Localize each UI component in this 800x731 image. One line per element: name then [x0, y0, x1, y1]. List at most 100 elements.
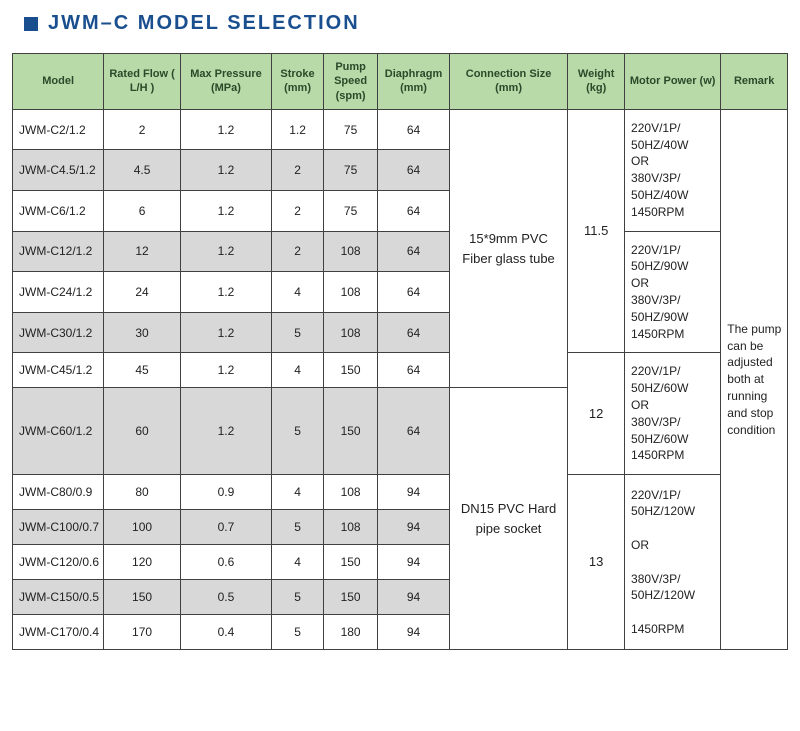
col-flow: Rated Flow ( L/H )	[104, 54, 181, 110]
cell-model: JWM-C100/0.7	[13, 510, 104, 545]
table-row: JWM-C80/0.9800.941089413220V/1P/50HZ/120…	[13, 475, 788, 510]
cell-speed: 150	[323, 545, 377, 580]
cell-pressure: 1.2	[180, 150, 271, 191]
cell-diaphragm: 94	[378, 615, 450, 650]
cell-stroke: 4	[272, 545, 324, 580]
cell-stroke: 5	[272, 388, 324, 475]
cell-pressure: 1.2	[180, 388, 271, 475]
col-remark: Remark	[721, 54, 788, 110]
cell-stroke: 2	[272, 231, 324, 272]
cell-pressure: 0.6	[180, 545, 271, 580]
table-row: JWM-C45/1.2451.241506412220V/1P/50HZ/60W…	[13, 353, 788, 388]
page-title-row: JWM–C MODEL SELECTION	[24, 12, 788, 35]
cell-flow: 30	[104, 312, 181, 353]
table-row: JWM-C2/1.221.21.2756415*9mm PVC Fiber gl…	[13, 109, 788, 150]
cell-speed: 150	[323, 353, 377, 388]
cell-pressure: 0.4	[180, 615, 271, 650]
col-weight: Weight (kg)	[568, 54, 625, 110]
cell-flow: 80	[104, 475, 181, 510]
cell-pressure: 1.2	[180, 312, 271, 353]
cell-flow: 2	[104, 109, 181, 150]
cell-speed: 75	[323, 150, 377, 191]
cell-flow: 120	[104, 545, 181, 580]
cell-model: JWM-C170/0.4	[13, 615, 104, 650]
col-model: Model	[13, 54, 104, 110]
cell-motor: 220V/1P/50HZ/60WOR380V/3P/50HZ/60W1450RP…	[625, 353, 721, 475]
cell-stroke: 5	[272, 615, 324, 650]
cell-pressure: 1.2	[180, 272, 271, 313]
cell-flow: 60	[104, 388, 181, 475]
cell-model: JWM-C6/1.2	[13, 191, 104, 232]
cell-speed: 75	[323, 191, 377, 232]
cell-diaphragm: 94	[378, 545, 450, 580]
cell-diaphragm: 64	[378, 150, 450, 191]
cell-flow: 24	[104, 272, 181, 313]
cell-flow: 150	[104, 580, 181, 615]
cell-diaphragm: 64	[378, 312, 450, 353]
cell-weight: 12	[568, 353, 625, 475]
col-motor: Motor Power (w)	[625, 54, 721, 110]
cell-connection: DN15 PVC Hard pipe socket	[449, 388, 567, 650]
cell-flow: 170	[104, 615, 181, 650]
cell-flow: 4.5	[104, 150, 181, 191]
cell-model: JWM-C45/1.2	[13, 353, 104, 388]
cell-pressure: 1.2	[180, 109, 271, 150]
cell-stroke: 1.2	[272, 109, 324, 150]
cell-flow: 100	[104, 510, 181, 545]
cell-model: JWM-C30/1.2	[13, 312, 104, 353]
col-stroke: Stroke (mm)	[272, 54, 324, 110]
cell-remark: The pump can be adjusted both at running…	[721, 109, 788, 649]
cell-model: JWM-C2/1.2	[13, 109, 104, 150]
cell-stroke: 4	[272, 353, 324, 388]
cell-flow: 6	[104, 191, 181, 232]
cell-pressure: 0.7	[180, 510, 271, 545]
cell-diaphragm: 64	[378, 191, 450, 232]
cell-speed: 150	[323, 580, 377, 615]
cell-speed: 108	[323, 475, 377, 510]
cell-speed: 108	[323, 312, 377, 353]
cell-weight: 13	[568, 475, 625, 650]
cell-motor: 220V/1P/50HZ/120WOR380V/3P/50HZ/120W1450…	[625, 475, 721, 650]
cell-pressure: 1.2	[180, 191, 271, 232]
cell-speed: 108	[323, 231, 377, 272]
model-selection-table: Model Rated Flow ( L/H ) Max Pressure (M…	[12, 53, 788, 650]
cell-stroke: 5	[272, 580, 324, 615]
cell-diaphragm: 94	[378, 510, 450, 545]
cell-stroke: 5	[272, 510, 324, 545]
cell-model: JWM-C60/1.2	[13, 388, 104, 475]
cell-speed: 150	[323, 388, 377, 475]
col-speed: Pump Speed (spm)	[323, 54, 377, 110]
col-conn: Connection Size (mm)	[449, 54, 567, 110]
cell-speed: 108	[323, 510, 377, 545]
cell-diaphragm: 94	[378, 475, 450, 510]
cell-stroke: 2	[272, 191, 324, 232]
cell-pressure: 1.2	[180, 353, 271, 388]
cell-stroke: 4	[272, 272, 324, 313]
cell-stroke: 4	[272, 475, 324, 510]
cell-model: JWM-C150/0.5	[13, 580, 104, 615]
cell-diaphragm: 64	[378, 109, 450, 150]
cell-model: JWM-C24/1.2	[13, 272, 104, 313]
cell-model: JWM-C4.5/1.2	[13, 150, 104, 191]
cell-model: JWM-C80/0.9	[13, 475, 104, 510]
title-square-icon	[24, 17, 38, 31]
cell-speed: 108	[323, 272, 377, 313]
cell-weight: 11.5	[568, 109, 625, 353]
cell-diaphragm: 94	[378, 580, 450, 615]
cell-speed: 75	[323, 109, 377, 150]
cell-diaphragm: 64	[378, 231, 450, 272]
cell-flow: 12	[104, 231, 181, 272]
cell-pressure: 0.9	[180, 475, 271, 510]
table-header-row: Model Rated Flow ( L/H ) Max Pressure (M…	[13, 54, 788, 110]
cell-motor: 220V/1P/50HZ/90WOR380V/3P/50HZ/90W1450RP…	[625, 231, 721, 353]
cell-model: JWM-C120/0.6	[13, 545, 104, 580]
col-diaph: Diaphragm (mm)	[378, 54, 450, 110]
cell-pressure: 0.5	[180, 580, 271, 615]
cell-stroke: 2	[272, 150, 324, 191]
cell-speed: 180	[323, 615, 377, 650]
cell-pressure: 1.2	[180, 231, 271, 272]
cell-connection: 15*9mm PVC Fiber glass tube	[449, 109, 567, 388]
cell-diaphragm: 64	[378, 388, 450, 475]
table-row: JWM-C12/1.2121.2210864220V/1P/50HZ/90WOR…	[13, 231, 788, 272]
cell-stroke: 5	[272, 312, 324, 353]
